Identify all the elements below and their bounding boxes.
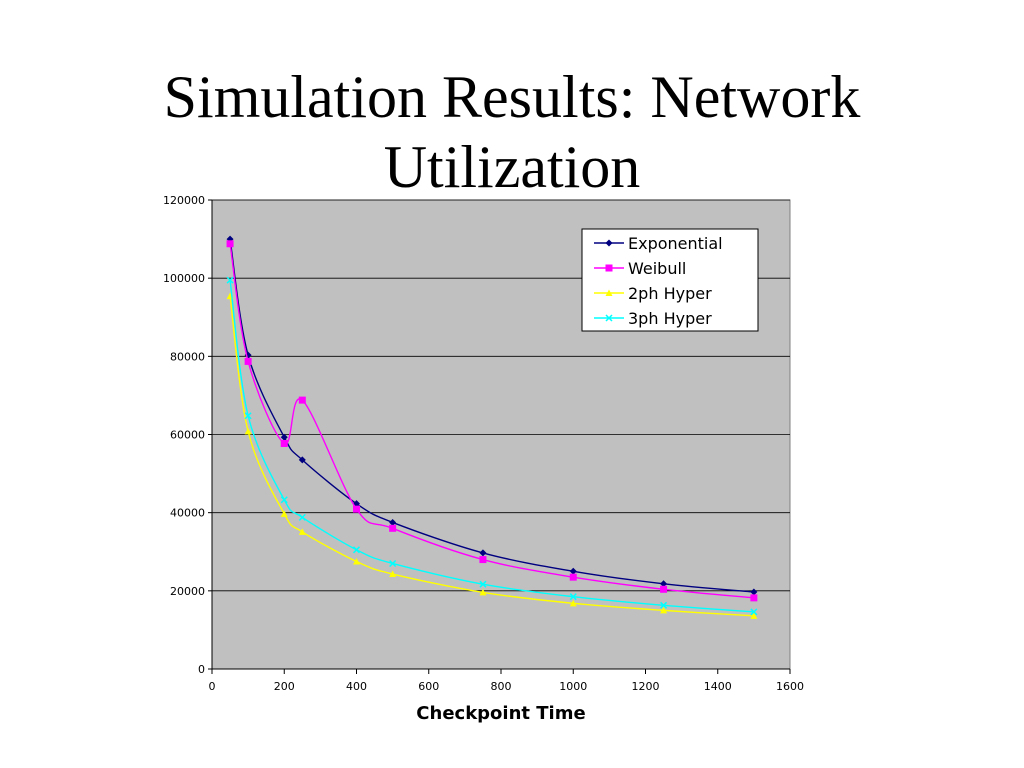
data-point <box>280 439 288 447</box>
series-exponential <box>226 235 758 596</box>
x-tick-label: 600 <box>418 680 439 693</box>
data-point <box>389 559 397 568</box>
data-point <box>479 556 487 564</box>
data-point <box>569 567 577 575</box>
data-point <box>750 588 758 596</box>
x-tick-label: 1200 <box>632 680 660 693</box>
data-point <box>750 594 758 602</box>
data-point <box>660 585 668 593</box>
legend-label: 3ph Hyper <box>628 309 712 328</box>
data-point <box>226 276 234 284</box>
data-point <box>226 240 234 248</box>
x-tick-label: 1600 <box>776 680 804 693</box>
series-3ph-hyper <box>226 276 758 616</box>
data-point <box>280 433 288 441</box>
data-point <box>479 588 487 596</box>
data-point <box>389 518 397 526</box>
y-tick-label: 20000 <box>170 585 205 598</box>
legend-label: 2ph Hyper <box>628 284 712 303</box>
data-point <box>569 599 577 607</box>
data-point <box>353 558 360 565</box>
data-point <box>569 573 577 581</box>
slide-title-line-1: Simulation Results: Network <box>163 64 861 130</box>
data-point <box>750 612 758 619</box>
y-tick-label: 40000 <box>170 507 205 520</box>
gridlines <box>212 199 790 592</box>
data-point <box>298 528 306 535</box>
y-tick-label: 100000 <box>163 272 205 285</box>
x-tick-label: 200 <box>274 680 295 693</box>
x-tick-label: 0 <box>209 680 216 693</box>
x-tick-label: 400 <box>346 680 367 693</box>
x-tick-label: 1000 <box>559 680 587 693</box>
data-point <box>389 524 397 532</box>
data-point <box>352 546 361 554</box>
legend-entry: 3ph Hyper <box>594 309 712 328</box>
series-line <box>229 296 754 617</box>
series-2ph-hyper <box>226 292 758 619</box>
slide-title: Simulation Results: Network Utilization <box>0 62 1024 202</box>
legend-entry: Weibull <box>594 259 686 278</box>
data-point <box>244 427 252 435</box>
x-axis-title: Checkpoint Time <box>416 703 585 724</box>
legend-entry: 2ph Hyper <box>594 284 712 303</box>
y-tick-label: 80000 <box>170 350 205 363</box>
data-point <box>660 606 668 614</box>
data-point <box>750 608 758 616</box>
x-tick-label: 800 <box>491 680 512 693</box>
y-tick-label: 120000 <box>163 194 205 207</box>
data-point <box>660 601 668 609</box>
data-point <box>479 549 487 557</box>
legend-marker <box>605 264 613 272</box>
data-point <box>389 570 397 578</box>
data-point <box>298 396 306 404</box>
data-point <box>479 580 487 588</box>
data-point <box>280 496 288 504</box>
legend-label: Weibull <box>628 259 686 278</box>
legend-marker <box>605 239 613 247</box>
data-point <box>353 505 360 513</box>
legend-entry: Exponential <box>594 234 723 253</box>
series-line <box>229 280 754 613</box>
legend-label: Exponential <box>628 234 723 253</box>
series-line <box>229 243 754 599</box>
y-tick-label: 0 <box>198 663 205 676</box>
y-tick-label: 60000 <box>170 429 205 442</box>
data-point <box>569 593 577 601</box>
legend-marker <box>605 314 613 322</box>
axes: 0 20000 40000 60000 80000 100000 120000 0 200 400… <box>163 194 804 693</box>
legend-box <box>581 228 759 332</box>
data-point <box>244 412 252 420</box>
data-point <box>298 513 306 521</box>
data-point <box>298 456 306 464</box>
legend-marker <box>605 289 613 296</box>
series-weibull <box>226 240 758 602</box>
legend: Exponential Weibull 2ph Hyper 3ph Hyper <box>581 228 759 332</box>
x-tick-label: 1400 <box>704 680 732 693</box>
series-line <box>229 238 754 593</box>
data-point <box>660 580 668 588</box>
data-point <box>280 510 288 517</box>
data-point <box>244 357 252 365</box>
slide-title-line-2: Utilization <box>383 134 641 200</box>
series-layer <box>226 235 758 619</box>
